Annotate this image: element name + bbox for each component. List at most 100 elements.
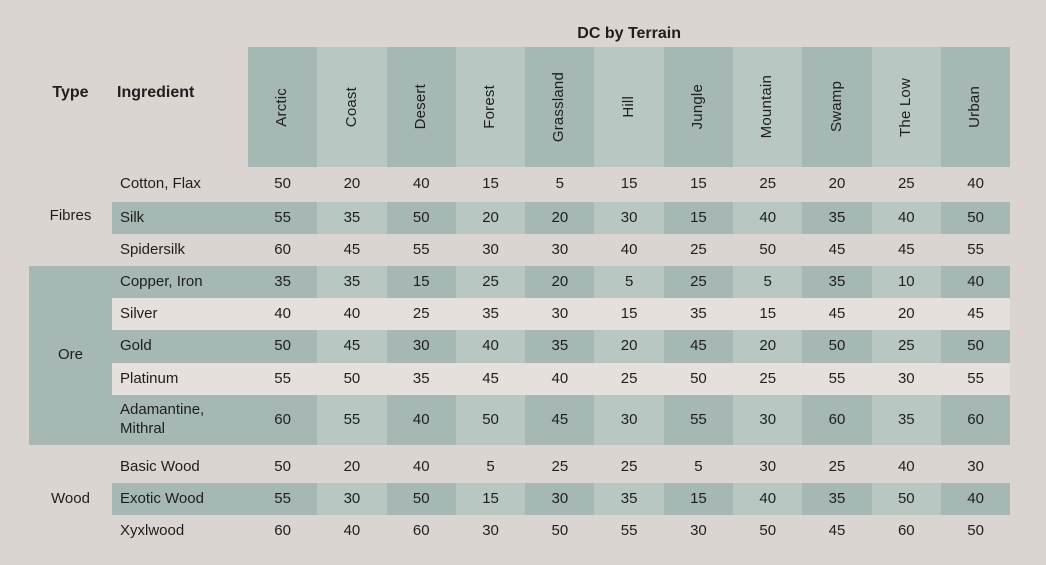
dc-value-cell: 15 [663, 202, 734, 234]
dc-value-cell: 55 [620, 521, 638, 539]
dc-value-cell: 30 [594, 202, 664, 234]
dc-value-cell: 15 [620, 175, 638, 193]
dc-value-cell: 20 [525, 202, 595, 234]
dc-value-cell: 30 [551, 240, 569, 258]
dc-value-cell: 25 [828, 457, 846, 475]
dc-value-cell: 50 [871, 483, 941, 515]
dc-value-cell: 55 [663, 395, 734, 445]
dc-value-cell: 20 [871, 298, 941, 330]
dc-value-cell: 55 [248, 202, 318, 234]
dc-value-cell: 40 [317, 298, 387, 330]
dc-value-cell: 45 [525, 395, 595, 445]
dc-value-cell: 25 [663, 266, 734, 298]
dc-value-cell: 60 [274, 240, 291, 258]
dc-value-cell: 55 [412, 240, 430, 258]
dc-value-cell: 20 [525, 266, 595, 298]
dc-value-cell: 35 [594, 483, 664, 515]
ingredient-column-header: Ingredient [117, 84, 195, 101]
dc-value-cell: 50 [455, 395, 526, 445]
dc-value-cell: 35 [317, 202, 387, 234]
dc-value-cell: 60 [940, 395, 1011, 445]
dc-value-cell: 25 [733, 363, 803, 395]
dc-value-cell: 25 [455, 266, 526, 298]
dc-value-cell: 35 [386, 363, 456, 395]
type-label-ore: Ore [29, 266, 112, 445]
dc-value-cell: 5 [694, 457, 703, 475]
column-header-mountain: Mountain [733, 47, 803, 167]
dc-value-cell: 20 [733, 330, 803, 363]
dc-value-cell: 45 [317, 330, 387, 363]
dc-value-cell: 50 [967, 521, 984, 539]
terrain-label: Forest [481, 85, 499, 129]
terrain-label: The Low [896, 77, 914, 137]
dc-value-cell: 50 [386, 483, 456, 515]
dc-value-cell: 50 [386, 202, 456, 234]
dc-value-cell: 40 [412, 457, 430, 475]
dc-value-cell: 40 [940, 483, 1011, 515]
dc-value-cell: 40 [940, 266, 1011, 298]
dc-value-cell: 50 [663, 363, 734, 395]
dc-value-cell: 60 [802, 395, 872, 445]
dc-table: DC by Terrain Type Ingredient Arctic Coas… [29, 14, 1011, 547]
dc-value-cell: 30 [594, 395, 664, 445]
dc-value-cell: 5 [555, 175, 564, 193]
terrain-label: Coast [342, 86, 360, 128]
ingredient-cell: Copper, Iron [112, 266, 248, 298]
column-header-the-low: The Low [871, 47, 941, 167]
terrain-label: Jungle [689, 84, 707, 130]
ingredient-cell: Adamantine, Mithral [112, 395, 248, 445]
dc-value-cell: 60 [274, 521, 291, 539]
dc-value-cell: 45 [663, 330, 734, 363]
dc-value-cell: 30 [525, 298, 595, 330]
dc-value-cell: 20 [594, 330, 664, 363]
dc-value-cell: 50 [248, 330, 318, 363]
dc-value-cell: 20 [343, 175, 361, 193]
dc-value-cell: 45 [455, 363, 526, 395]
dc-value-cell: 5 [594, 266, 664, 298]
dc-value-cell: 40 [733, 202, 803, 234]
dc-value-cell: 15 [733, 298, 803, 330]
dc-value-cell: 25 [620, 457, 638, 475]
ingredient-cell: Platinum [112, 363, 248, 395]
dc-value-cell: 50 [759, 240, 777, 258]
terrain-label: Desert [411, 84, 429, 130]
dc-value-cell: 30 [386, 330, 456, 363]
dc-value-cell: 25 [871, 330, 941, 363]
dc-value-cell: 25 [551, 457, 569, 475]
dc-value-cell: 25 [897, 175, 915, 193]
dc-value-cell: 30 [317, 483, 387, 515]
terrain-label: Urban [966, 86, 984, 128]
dc-value-cell: 30 [967, 457, 984, 475]
dc-value-cell: 35 [802, 202, 872, 234]
column-header-jungle: Jungle [663, 47, 734, 167]
dc-value-cell: 40 [733, 483, 803, 515]
dc-value-cell: 40 [967, 175, 984, 193]
dc-value-cell: 50 [274, 457, 291, 475]
dc-value-cell: 25 [386, 298, 456, 330]
table-title: DC by Terrain [577, 25, 681, 42]
column-header-coast: Coast [317, 47, 387, 167]
terrain-label: Hill [619, 96, 637, 118]
terrain-label: Mountain [758, 75, 776, 139]
dc-value-cell: 50 [317, 363, 387, 395]
type-label-wood: Wood [51, 489, 90, 507]
ingredient-cell: Exotic Wood [112, 483, 248, 515]
column-header-grassland: Grassland [525, 47, 595, 167]
type-label-fibres: Fibres [49, 207, 92, 225]
ingredient-cell: Gold [112, 330, 248, 363]
dc-value-cell: 35 [802, 266, 872, 298]
dc-value-cell: 45 [343, 240, 361, 258]
dc-value-cell: 50 [940, 202, 1011, 234]
dc-value-cell: 35 [663, 298, 734, 330]
dc-value-cell: 45 [802, 298, 872, 330]
dc-value-cell: 50 [759, 521, 777, 539]
terrain-label: Arctic [273, 87, 291, 127]
dc-value-cell: 35 [525, 330, 595, 363]
column-header-forest: Forest [455, 47, 526, 167]
ingredient-cell: Cotton, Flax [120, 175, 201, 193]
dc-value-cell: 40 [871, 202, 941, 234]
dc-value-cell: 5 [733, 266, 803, 298]
ingredient-cell: Silk [112, 202, 248, 234]
dc-value-cell: 40 [620, 240, 638, 258]
